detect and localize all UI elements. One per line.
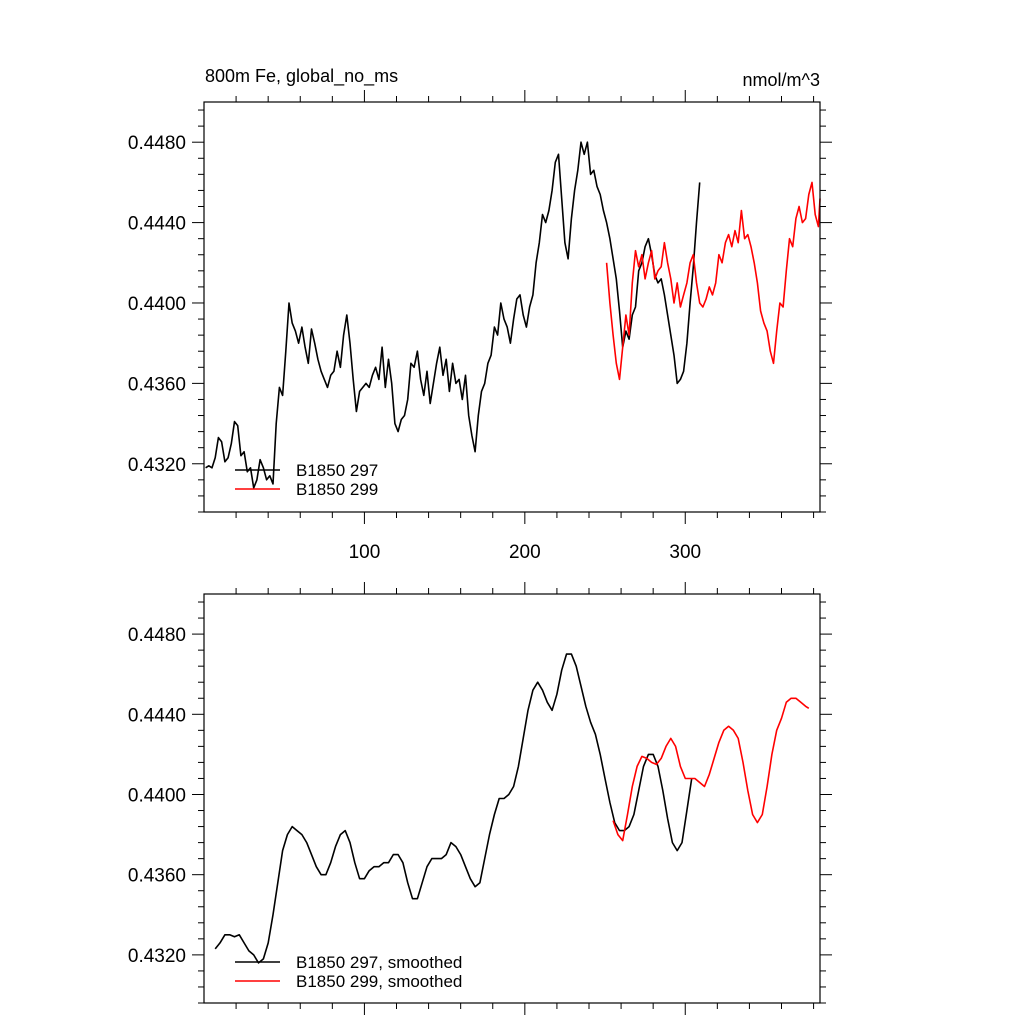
top-panel: 800m Fe, global_no_ms nmol/m^3 0.43200.4… — [128, 66, 832, 563]
y-tick-label: 0.4360 — [128, 866, 186, 887]
legend-label: B1850 297, smoothed — [296, 953, 462, 972]
y-tick-label: 0.4400 — [128, 294, 186, 315]
plot-frame — [203, 593, 821, 1004]
units-label: nmol/m^3 — [743, 70, 820, 90]
y-tick-label: 0.4320 — [128, 946, 186, 967]
series-layer — [205, 141, 821, 489]
y-tick-label: 0.4400 — [128, 785, 186, 806]
legend-label: B1850 299, smoothed — [296, 972, 462, 991]
y-tick-label: 0.4480 — [128, 625, 186, 646]
x-tick-label: 200 — [509, 542, 541, 563]
legend-label: B1850 297 — [296, 461, 378, 480]
y-tick-label: 0.4320 — [128, 455, 186, 476]
series-layer — [214, 653, 810, 964]
axis-ticks: 0.4320 0.4360 0.4400 0.4440 0.4480 100 200 300 — [128, 90, 832, 563]
y-tick-label: 0.4360 — [128, 374, 186, 395]
legend-label: B1850 299 — [296, 480, 378, 499]
series-line-1 — [205, 141, 701, 489]
bottom-panel: 0.4320 0.4360 0.4400 0.4440 0.4480 B1850 297… — [128, 582, 832, 1015]
y-tick-label: 0.4440 — [128, 705, 186, 726]
series-line-2 — [605, 181, 821, 381]
series-line-1 — [214, 653, 693, 964]
y-tick-label: 0.4480 — [128, 133, 186, 154]
plot-frame — [203, 101, 821, 513]
panel-title: 800m Fe, global_no_ms — [205, 66, 398, 87]
y-tick-label: 0.4440 — [128, 214, 186, 235]
axis-ticks: 0.4320 0.4360 0.4400 0.4440 0.4480 — [128, 582, 832, 1015]
x-tick-label: 100 — [349, 542, 381, 563]
x-tick-label: 300 — [669, 542, 701, 563]
series-line-2 — [612, 697, 810, 842]
